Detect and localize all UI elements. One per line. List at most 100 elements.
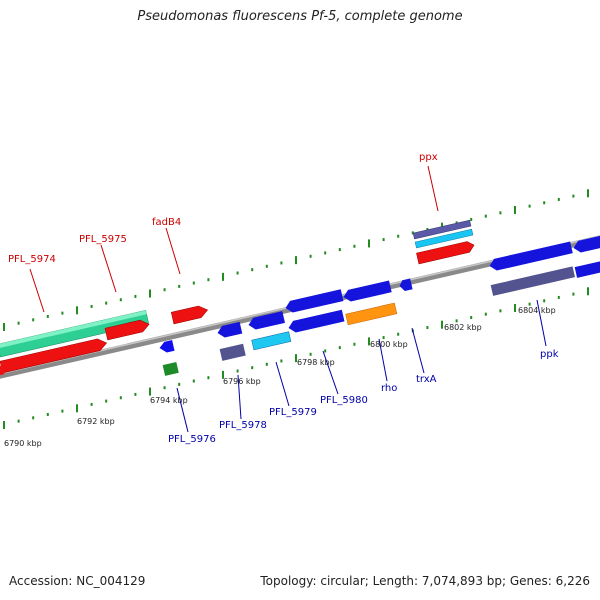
minor-tick xyxy=(61,311,64,315)
gene-ppx-track-2[interactable] xyxy=(414,228,474,249)
major-tick xyxy=(587,189,589,198)
minor-tick xyxy=(426,228,429,232)
gene-label-fadb4[interactable]: fadB4 xyxy=(152,217,181,228)
map-title: Pseudomonas fluorescens Pf-5, complete g… xyxy=(137,9,463,24)
gene-feature[interactable] xyxy=(158,340,175,354)
ruler-label-6794: 6794 kbp xyxy=(150,396,188,405)
minor-tick xyxy=(353,244,356,248)
gene-feature[interactable] xyxy=(488,241,573,271)
ruler-label-6800: 6800 kbp xyxy=(370,340,408,349)
minor-tick xyxy=(46,314,49,318)
gene-feature[interactable] xyxy=(247,311,285,331)
minor-tick xyxy=(207,376,210,380)
minor-tick xyxy=(543,299,546,303)
gene-label-pfl-5978[interactable]: PFL_5978 xyxy=(219,420,267,431)
gene-ppx-arrow[interactable] xyxy=(416,240,475,265)
minor-tick xyxy=(236,369,239,373)
gene-label-ppx[interactable]: ppx xyxy=(419,152,438,163)
minor-tick xyxy=(572,292,575,296)
minor-tick xyxy=(397,332,400,336)
ruler-label-6790: 6790 kbp xyxy=(4,439,42,448)
major-tick xyxy=(368,337,370,346)
minor-tick xyxy=(32,318,35,322)
gene-feature[interactable] xyxy=(572,233,600,254)
minor-tick xyxy=(280,359,283,363)
minor-tick xyxy=(455,319,458,323)
major-tick xyxy=(587,287,589,296)
gene-label-rho[interactable]: rho xyxy=(381,383,397,394)
minor-tick xyxy=(499,211,502,215)
minor-tick xyxy=(163,288,166,292)
minor-tick xyxy=(207,278,210,282)
gene-feature[interactable] xyxy=(284,289,344,314)
minor-tick xyxy=(353,342,356,346)
major-tick xyxy=(295,256,297,265)
gene-feature[interactable] xyxy=(216,321,243,339)
minor-tick xyxy=(484,214,487,218)
gene-fadb4-arrow[interactable] xyxy=(170,304,209,325)
ruler-label-6798: 6798 kbp xyxy=(297,358,335,367)
gene-label-pfl-5979[interactable]: PFL_5979 xyxy=(269,407,317,418)
minor-tick xyxy=(309,352,312,356)
minor-tick xyxy=(557,197,560,201)
gene-pfl-5980-arrow[interactable] xyxy=(287,309,345,334)
minor-tick xyxy=(528,302,531,306)
minor-tick xyxy=(499,309,502,313)
minor-tick xyxy=(572,194,575,198)
major-tick xyxy=(295,354,297,363)
gene-label-pfl-5974[interactable]: PFL_5974 xyxy=(8,254,56,265)
gene-label-pfl-5980[interactable]: PFL_5980 xyxy=(320,395,368,406)
minor-tick xyxy=(338,346,341,350)
minor-tick xyxy=(324,349,327,353)
reverse-leader-lines xyxy=(176,299,547,433)
major-tick xyxy=(149,387,151,396)
gene-ppk-box[interactable] xyxy=(490,266,575,296)
minor-tick xyxy=(119,396,122,400)
minor-tick xyxy=(280,261,283,265)
minor-tick xyxy=(46,412,49,416)
gene-label-trxa[interactable]: trxA xyxy=(416,374,437,385)
gene-pfl-5975-arrow[interactable] xyxy=(104,318,151,341)
gene-pfl-5979-box[interactable] xyxy=(251,331,292,351)
minor-tick xyxy=(470,218,473,222)
minor-tick xyxy=(163,386,166,390)
major-tick xyxy=(514,303,516,312)
major-tick xyxy=(514,205,516,214)
minor-tick xyxy=(178,284,181,288)
gene-label-ppk[interactable]: ppk xyxy=(540,349,559,360)
minor-tick xyxy=(528,204,531,208)
inner-tick-row xyxy=(3,287,589,429)
minor-tick xyxy=(119,298,122,302)
gene-rho-box[interactable] xyxy=(345,302,398,326)
gene-feature[interactable] xyxy=(0,365,6,376)
major-tick xyxy=(222,272,224,281)
gene-pfl-5976-box[interactable] xyxy=(162,362,179,376)
major-tick xyxy=(368,239,370,248)
minor-tick xyxy=(265,264,268,268)
minor-tick xyxy=(382,336,385,340)
minor-tick xyxy=(543,201,546,205)
minor-tick xyxy=(338,248,341,252)
accession-text: Accession: NC_004129 xyxy=(9,574,146,588)
minor-tick xyxy=(105,301,108,305)
gene-label-pfl-5975[interactable]: PFL_5975 xyxy=(79,234,127,245)
ruler-label-6796: 6796 kbp xyxy=(223,377,261,386)
gene-ppx-track-1[interactable] xyxy=(412,219,472,240)
minor-tick xyxy=(470,316,473,320)
minor-tick xyxy=(557,295,560,299)
minor-tick xyxy=(426,326,429,330)
minor-tick xyxy=(17,419,20,423)
gene-feature xyxy=(0,310,147,349)
minor-tick xyxy=(411,231,414,235)
outer-tick-row xyxy=(3,189,589,331)
minor-tick xyxy=(382,238,385,242)
minor-tick xyxy=(251,366,254,370)
gene-pfl-5978-box[interactable] xyxy=(219,343,246,361)
gene-feature[interactable] xyxy=(342,280,392,302)
genome-stats-text: Topology: circular; Length: 7,074,893 bp… xyxy=(260,574,590,588)
gene-feature[interactable] xyxy=(574,259,600,278)
minor-tick xyxy=(32,416,35,420)
gene-trxa-arrow[interactable] xyxy=(398,278,413,292)
gene-label-pfl-5976[interactable]: PFL_5976 xyxy=(168,434,216,445)
